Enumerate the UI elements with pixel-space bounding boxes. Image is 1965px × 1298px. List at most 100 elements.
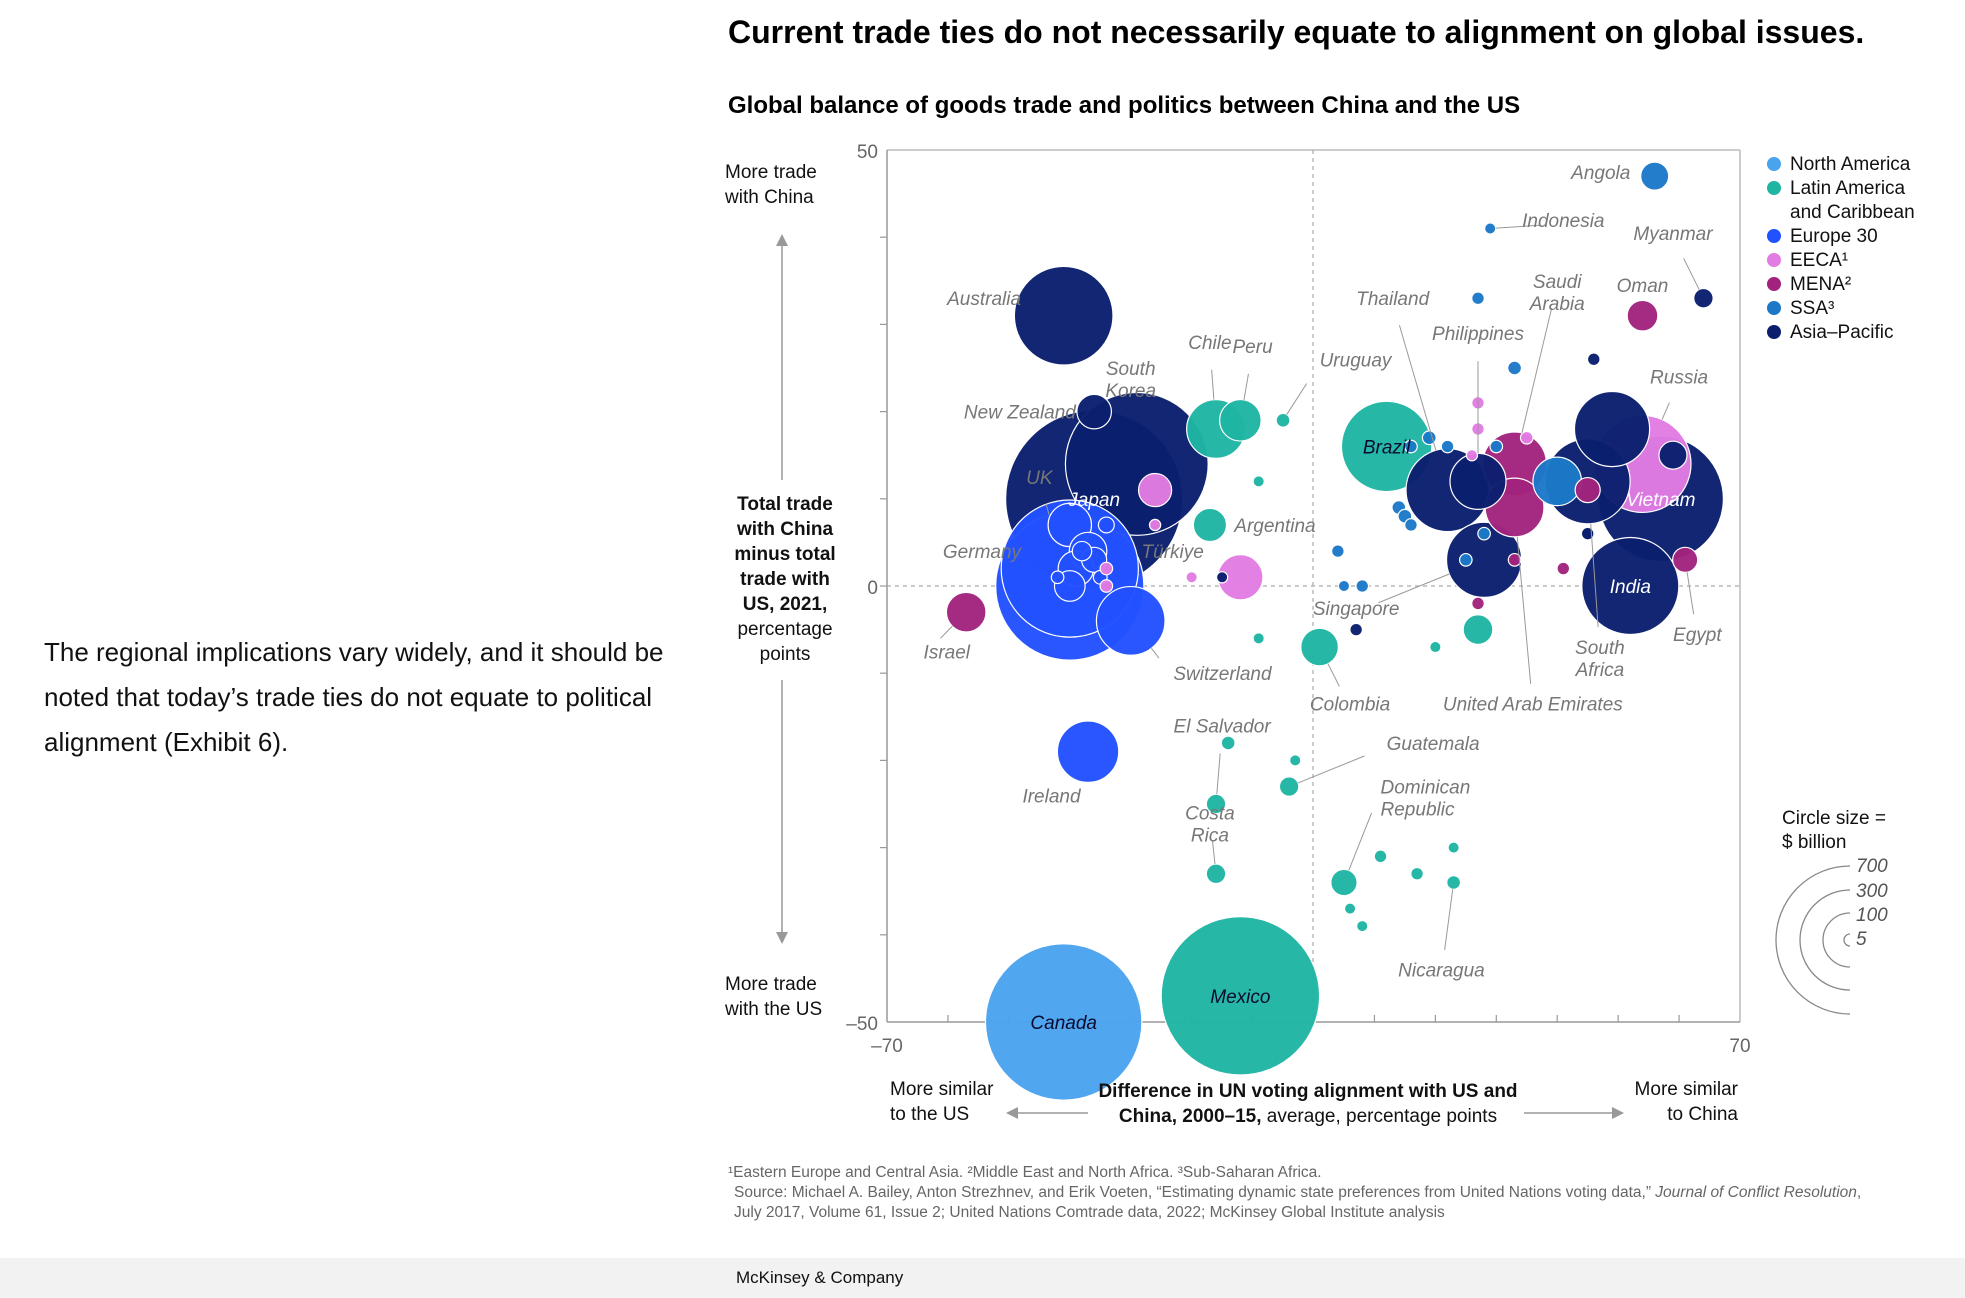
label-saudi-arabia-line1: Saudi [1533, 272, 1582, 293]
y-tick-label-top: 50 [857, 142, 878, 163]
note-left-line1: More similar [890, 1079, 994, 1100]
bubble-mongolia: Mongolia [1215, 571, 1229, 584]
leader-united-arab-emirates [1516, 536, 1532, 684]
note-bottom-line1: More trade [725, 974, 817, 995]
label-new-zealand: New Zealand [964, 403, 1077, 424]
bubble-belarus: Belarus [1099, 579, 1114, 593]
size-legend-title-line2: $ billion [1782, 832, 1846, 853]
leader-dominican-republic [1348, 812, 1373, 871]
bubble-nigeria: Nigeria [1507, 360, 1523, 376]
bubble-poland: Poland [1071, 540, 1093, 562]
leader-saudi-arabia [1521, 308, 1553, 433]
bubble-c-te-d-ivoire: Côte d'Ivoire [1477, 526, 1491, 541]
bubble-singapore: Singapore [1445, 521, 1523, 599]
bubble-ghana: Ghana [1471, 291, 1485, 306]
ylabel-line1: Total trade [737, 494, 833, 515]
region-legend: North America Latin America and Caribbean E… [1767, 154, 1915, 343]
label-myanmar: Myanmar [1633, 224, 1713, 245]
size-label-100: 100 [1856, 905, 1888, 926]
bubble-malaysia: Malaysia [1573, 390, 1651, 468]
bubble-paraguay: Paraguay [1252, 475, 1265, 488]
bubble-sri-lanka: Sri Lanka [1337, 579, 1351, 593]
x-axis-notes: More similar to the US More similar to C… [890, 1079, 1739, 1127]
note-left-line2: to the US [890, 1104, 969, 1125]
bubble-sudan: Sudan [1489, 439, 1504, 454]
note-right-line2: to China [1667, 1104, 1738, 1125]
arrow-down-head [776, 932, 788, 944]
bubble-costa-rica: Costa Rica [1205, 863, 1227, 885]
label-angola: Angola [1570, 163, 1630, 184]
xlabel-line1: Difference in UN voting alignment with U… [1098, 1081, 1517, 1102]
leader-chile [1211, 369, 1215, 400]
size-label-5: 5 [1856, 929, 1867, 950]
bubble-india: India [1581, 536, 1680, 636]
bubble-pakistan: Pakistan [1658, 440, 1688, 470]
bubble-south-korea: South Korea [1064, 391, 1209, 536]
leader-thailand [1398, 325, 1437, 451]
leader-el-salvador [1216, 753, 1221, 795]
ylabel-line3: minus total [734, 544, 835, 565]
label-india: India [1610, 577, 1651, 598]
bubble-honduras: Honduras [1220, 735, 1236, 751]
bubble-iraq: Iraq [1556, 561, 1571, 576]
bubble-nicaragua: Nicaragua [1446, 875, 1462, 890]
bubble-kuwait: Kuwait [1574, 476, 1601, 504]
bubble-myanmar: Myanmar [1693, 287, 1714, 309]
label-ireland: Ireland [1022, 786, 1082, 807]
source-journal: Journal of Conflict Resolution [1655, 1184, 1857, 1201]
label-canada: Canada [1030, 1013, 1097, 1034]
note-top-line2: with China [724, 187, 814, 208]
label-australia: Australia [946, 289, 1021, 310]
legend-label-europe-30: Europe 30 [1790, 226, 1878, 247]
source-prefix: Source: Michael A. Bailey, Anton Strezhn… [734, 1184, 1651, 1201]
bubble-angola: Angola [1640, 161, 1670, 191]
label-uk: UK [1026, 468, 1054, 489]
size-label-300: 300 [1856, 881, 1888, 902]
x-tick-label-right: 70 [1729, 1036, 1750, 1057]
legend-label-north-america: North America [1790, 154, 1911, 175]
legend-label-asia-pacific: Asia–Pacific [1790, 322, 1894, 343]
label-vietnam: Vietnam [1626, 490, 1695, 511]
legend-swatch-north-america [1767, 157, 1781, 171]
axis-ticks [880, 236, 1680, 1022]
bubble-switzerland: Switzerland [1095, 585, 1166, 656]
bubble-canada: Canada [984, 943, 1143, 1101]
bubble-mexico: Mexico [1160, 916, 1321, 1076]
label-dominican-republic-line2: Republic [1381, 800, 1455, 821]
leader-indonesia [1495, 224, 1540, 229]
bubble-cambodia: Cambodia [1586, 352, 1601, 367]
xlabel-line2-normal: average, percentage points [1262, 1106, 1498, 1127]
bubble-guatemala: Guatemala [1278, 776, 1300, 797]
bubbles: Japan Mexico Canada UK South Korea Germany Vie… [945, 161, 1725, 1101]
label-costa-rica-line1: Costa [1185, 804, 1235, 825]
xlabel-line2-bold: China, 2000–15, [1119, 1106, 1262, 1127]
bubble-el-salvador: El Salvador [1205, 793, 1227, 815]
bubble-qatar: Qatar [1532, 456, 1583, 507]
x-tick-label-left: –70 [871, 1036, 903, 1057]
label-russia: Russia [1650, 368, 1708, 389]
label-indonesia: Indonesia [1522, 211, 1604, 232]
label-philippines: Philippines [1432, 324, 1524, 345]
bubble-jamaica: Jamaica [1289, 754, 1302, 767]
legend-label-ssa: SSA³ [1790, 298, 1834, 319]
bubble-armenia: Armenia [1185, 571, 1198, 584]
bubble-haiti: Haiti [1356, 919, 1369, 933]
bubble-chart: Japan Mexico Canada UK South Korea Germany Vie… [724, 142, 1915, 1127]
size-ring-300 [1799, 889, 1851, 991]
leader-uruguay [1286, 383, 1308, 415]
label-israel: Israel [924, 642, 971, 663]
bubble-cuba: Cuba [1410, 866, 1424, 881]
label-mexico: Mexico [1210, 987, 1270, 1008]
arrow-left-head [1006, 1107, 1018, 1119]
leader-nicaragua [1444, 889, 1454, 950]
label-costa-rica-line2: Rica [1191, 826, 1229, 847]
bubble-mozambique: Mozambique [1355, 579, 1370, 593]
xlabel-line2: China, 2000–15, average, percentage poin… [1119, 1106, 1497, 1127]
chart-title: Current trade ties do not necessarily eq… [728, 14, 1865, 50]
ylabel-line2: with China [736, 519, 833, 540]
ylabel-line7: points [760, 644, 811, 665]
bubble-israel: Israel [945, 591, 987, 633]
label-thailand: Thailand [1356, 289, 1430, 310]
footnote-definitions: ¹Eastern Europe and Central Asia. ²Middl… [728, 1164, 1322, 1181]
source-suffix: , July 2017, Volume 61, Issue 2; United … [734, 1184, 1862, 1221]
